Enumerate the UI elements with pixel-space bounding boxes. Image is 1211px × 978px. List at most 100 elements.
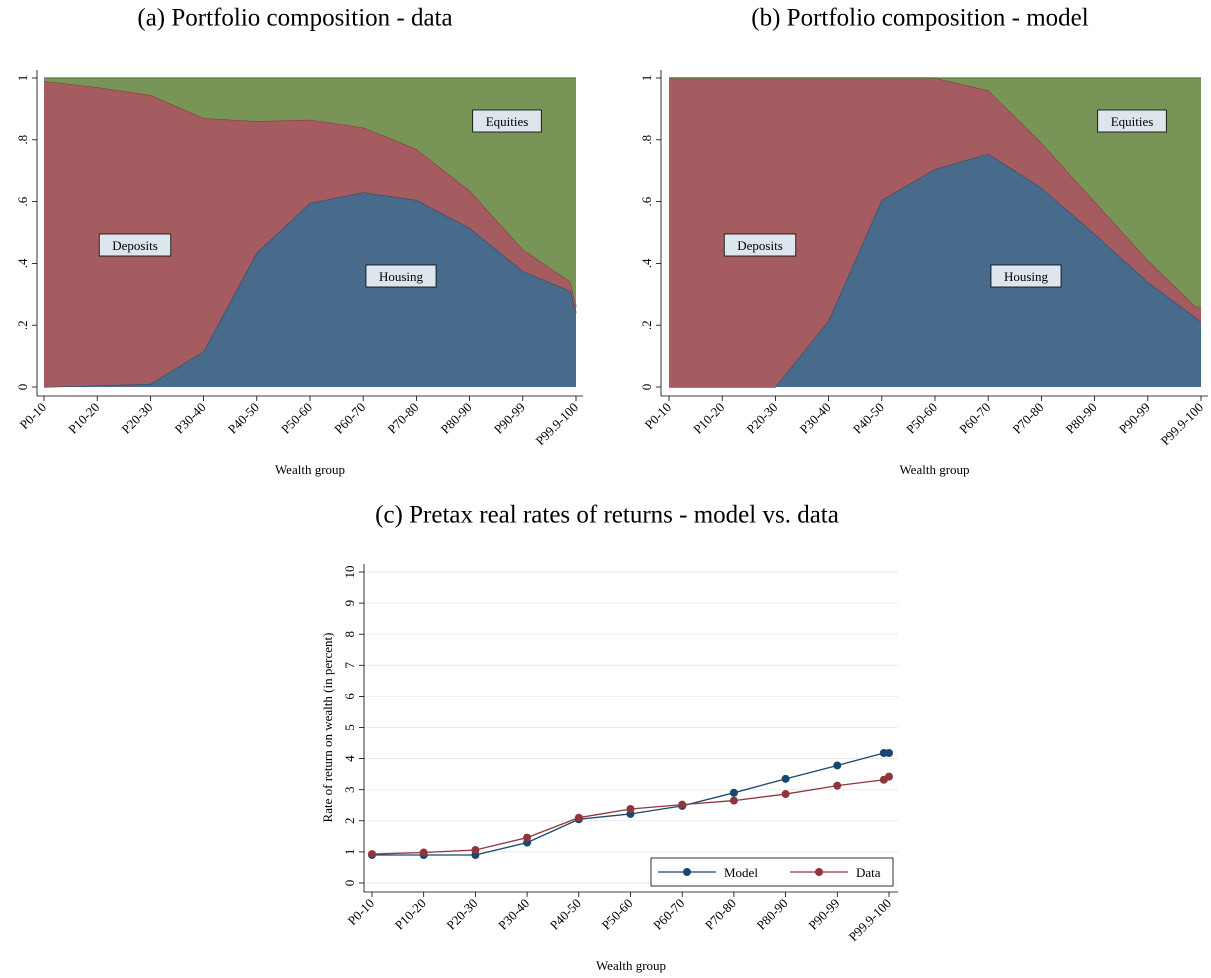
area — [44, 78, 576, 307]
area — [44, 192, 576, 387]
x-tick-label: P0-10 — [345, 896, 378, 929]
x-tick-label: P99.9-100 — [532, 400, 581, 449]
chart-title: (c) Pretax real rates of returns - model… — [375, 502, 839, 529]
y-axis-title: Rate of return on wealth (in percent) — [320, 633, 335, 823]
x-tick-label: P40-50 — [850, 400, 887, 437]
line — [372, 752, 889, 856]
x-tick-label: P50-60 — [278, 400, 315, 437]
area-label: Housing — [1004, 269, 1049, 284]
marker — [833, 781, 842, 790]
x-tick-label: P60-70 — [956, 400, 993, 437]
y-tick-label: .6 — [639, 196, 654, 206]
x-tick-label: P10-20 — [690, 400, 727, 437]
area-label: Equities — [486, 114, 529, 129]
y-tick-label: .2 — [639, 320, 654, 330]
marker — [574, 813, 583, 822]
x-tick-label: P70-80 — [1009, 400, 1046, 437]
marker — [885, 749, 893, 758]
y-tick-label: 8 — [342, 631, 357, 638]
y-tick-label: 1 — [15, 75, 30, 82]
y-tick-label: 0 — [342, 880, 357, 887]
x-tick-label: P90-99 — [491, 400, 528, 437]
marker — [729, 796, 738, 805]
x-tick-label: P0-10 — [642, 400, 675, 433]
area-label-box — [98, 233, 172, 257]
marker — [419, 848, 428, 857]
chart-title: (b) Portfolio composition - model — [751, 5, 1089, 32]
area — [669, 78, 1201, 387]
legend-label: Data — [856, 865, 881, 880]
marker — [885, 772, 893, 781]
marker — [729, 788, 738, 797]
marker — [471, 846, 480, 855]
area-label-box — [472, 109, 542, 133]
area-label-box — [723, 233, 797, 257]
marker — [368, 850, 376, 859]
y-tick-label: 10 — [342, 566, 357, 579]
y-tick-label: 4 — [342, 755, 357, 762]
line — [371, 776, 890, 855]
marker — [678, 800, 687, 809]
x-tick-label: P30-40 — [797, 400, 834, 437]
y-tick-label: 0 — [15, 384, 30, 391]
x-tick-label: P20-30 — [443, 896, 480, 933]
y-tick-label: 9 — [342, 600, 357, 607]
area — [669, 78, 1201, 307]
legend-marker — [815, 868, 823, 876]
area — [669, 153, 1201, 387]
area-label: Housing — [379, 269, 424, 284]
y-tick-label: 2 — [342, 818, 357, 825]
area-label: Deposits — [112, 238, 158, 253]
x-tick-label: P60-70 — [331, 400, 368, 437]
x-tick-label: P10-20 — [392, 896, 429, 933]
x-tick-label: P90-99 — [1116, 400, 1153, 437]
legend-marker — [683, 868, 691, 876]
x-tick-label: P99.9-100 — [1157, 400, 1206, 449]
y-tick-label: .4 — [639, 258, 654, 268]
x-axis-title: Wealth group — [899, 462, 969, 477]
x-tick-label: P20-30 — [118, 400, 155, 437]
y-tick-label: .8 — [15, 135, 30, 145]
y-tick-label: 1 — [639, 75, 654, 82]
x-tick-label: P50-60 — [598, 896, 635, 933]
area-label-box — [990, 264, 1062, 288]
y-tick-label: 3 — [342, 786, 357, 793]
x-axis-title: Wealth group — [596, 958, 666, 973]
x-axis-title: Wealth group — [275, 462, 345, 477]
y-tick-label: .8 — [639, 135, 654, 145]
y-tick-label: .6 — [15, 196, 30, 206]
area-label: Deposits — [737, 238, 783, 253]
x-tick-label: P80-90 — [754, 896, 791, 933]
x-tick-label: P80-90 — [438, 400, 475, 437]
y-tick-label: 0 — [639, 384, 654, 391]
x-tick-label: P70-80 — [702, 896, 739, 933]
marker — [781, 790, 790, 799]
area-label-box — [1097, 109, 1167, 133]
y-tick-label: 5 — [342, 724, 357, 731]
y-tick-label: 6 — [342, 693, 357, 700]
marker — [833, 761, 842, 770]
x-tick-label: P30-40 — [495, 896, 532, 933]
marker — [781, 774, 790, 783]
chart-title: (a) Portfolio composition - data — [137, 5, 452, 32]
x-tick-label: P30-40 — [172, 400, 209, 437]
x-tick-label: P99.9-100 — [845, 896, 894, 945]
x-tick-label: P90-99 — [805, 896, 842, 933]
x-tick-label: P40-50 — [225, 400, 262, 437]
x-tick-label: P20-30 — [743, 400, 780, 437]
y-tick-label: 7 — [342, 662, 357, 669]
marker — [626, 804, 635, 813]
y-tick-label: 1 — [342, 849, 357, 856]
x-tick-label: P50-60 — [903, 400, 940, 437]
y-tick-label: .2 — [15, 320, 30, 330]
area — [44, 81, 576, 387]
marker — [523, 833, 532, 842]
y-tick-label: .4 — [15, 258, 30, 268]
x-tick-label: P60-70 — [650, 896, 687, 933]
x-tick-label: P70-80 — [384, 400, 421, 437]
x-tick-label: P80-90 — [1063, 400, 1100, 437]
area-label-box — [365, 264, 437, 288]
legend-label: Model — [724, 865, 758, 880]
x-tick-label: P0-10 — [17, 400, 50, 433]
